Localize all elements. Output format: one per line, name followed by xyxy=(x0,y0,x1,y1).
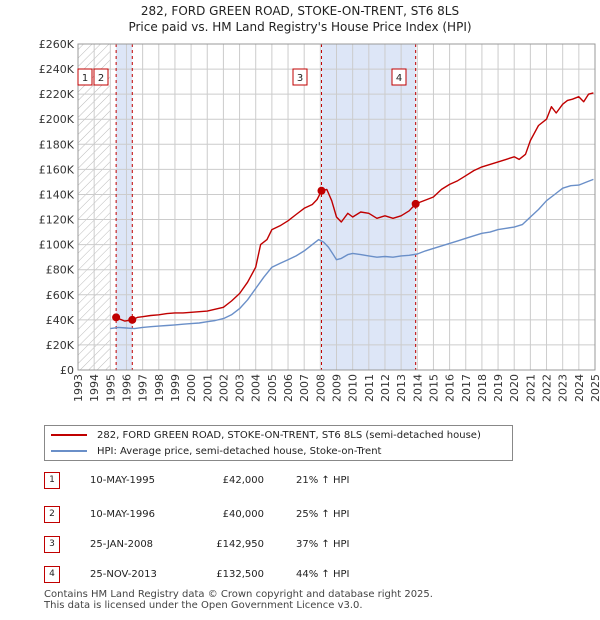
x-tick-label: 2013 xyxy=(395,374,408,402)
y-tick-label: £180K xyxy=(39,138,75,151)
transaction-hpi-diff: 37% ↑ HPI xyxy=(296,539,350,550)
x-tick-label: 2008 xyxy=(314,374,327,402)
transaction-price: £142,950 xyxy=(216,539,264,550)
legend-label-hpi: HPI: Average price, semi-detached house,… xyxy=(97,446,382,457)
y-tick-label: £220K xyxy=(39,88,75,101)
transaction-price: £40,000 xyxy=(222,509,264,520)
y-tick-label: £120K xyxy=(39,214,75,227)
sale-number-box xyxy=(292,68,308,86)
sale-number-label: 3 xyxy=(297,73,303,84)
x-tick-label: 1998 xyxy=(153,374,166,402)
transaction-price: £42,000 xyxy=(222,475,264,486)
y-tick-label: £160K xyxy=(39,163,75,176)
transaction-date: 25-NOV-2013 xyxy=(90,569,157,580)
y-tick-label: £240K xyxy=(39,63,75,76)
transaction-marker: 4 xyxy=(44,566,60,583)
transaction-date: 25-JAN-2008 xyxy=(90,539,154,550)
y-tick-label: £0 xyxy=(60,364,74,377)
legend: 282, FORD GREEN ROAD, STOKE-ON-TRENT, ST… xyxy=(44,425,513,461)
footer-attribution: Contains HM Land Registry data © Crown c… xyxy=(44,589,433,611)
legend-item-property: 282, FORD GREEN ROAD, STOKE-ON-TRENT, ST… xyxy=(51,428,481,444)
transaction-row: 2 10-MAY-1996 £40,000 25% ↑ HPI xyxy=(44,506,444,524)
sale-number-box xyxy=(391,68,407,86)
x-tick-label: 2017 xyxy=(460,374,473,402)
x-tick-label: 2020 xyxy=(508,374,521,402)
transaction-date: 10-MAY-1996 xyxy=(90,509,156,520)
x-tick-label: 2003 xyxy=(234,374,247,402)
transaction-marker: 3 xyxy=(44,536,60,553)
x-tick-label: 2009 xyxy=(331,374,344,402)
transaction-row: 3 25-JAN-2008 £142,950 37% ↑ HPI xyxy=(44,536,444,554)
x-tick-label: 2012 xyxy=(379,374,392,402)
transaction-hpi-diff: 44% ↑ HPI xyxy=(296,569,350,580)
x-tick-label: 2000 xyxy=(185,374,198,402)
sale-number-label: 4 xyxy=(396,73,402,84)
x-tick-label: 2021 xyxy=(524,374,537,402)
x-tick-label: 1995 xyxy=(104,374,117,402)
sale-number-box xyxy=(77,68,93,86)
chart-title-block: 282, FORD GREEN ROAD, STOKE-ON-TRENT, ST… xyxy=(0,3,600,35)
legend-label-property: 282, FORD GREEN ROAD, STOKE-ON-TRENT, ST… xyxy=(97,430,481,441)
x-tick-label: 2010 xyxy=(347,374,360,402)
transaction-price: £132,500 xyxy=(216,569,264,580)
transaction-hpi-diff: 25% ↑ HPI xyxy=(296,509,350,520)
x-tick-label: 1994 xyxy=(88,374,101,402)
property-price-line xyxy=(115,92,594,322)
y-tick-label: £60K xyxy=(46,289,75,302)
sale-number-box xyxy=(93,68,109,86)
x-tick-label: 2024 xyxy=(573,374,586,402)
y-tick-label: £260K xyxy=(39,38,75,51)
x-tick-label: 1993 xyxy=(72,374,85,402)
transaction-marker: 2 xyxy=(44,506,60,523)
x-tick-label: 2019 xyxy=(492,374,505,402)
x-tick-label: 2007 xyxy=(298,374,311,402)
sale-number-label: 2 xyxy=(98,73,104,84)
y-tick-label: £100K xyxy=(39,239,75,252)
x-tick-label: 2001 xyxy=(201,374,214,402)
x-tick-label: 2016 xyxy=(444,374,457,402)
x-tick-label: 2025 xyxy=(589,374,600,402)
chart-subtitle: Price paid vs. HM Land Registry's House … xyxy=(128,20,472,34)
sale-point xyxy=(112,313,121,322)
y-tick-label: £40K xyxy=(46,314,75,327)
footer-line-2: This data is licensed under the Open Gov… xyxy=(44,600,363,611)
sale-point xyxy=(411,199,420,208)
x-tick-label: 1997 xyxy=(137,374,150,402)
x-tick-label: 2014 xyxy=(411,374,424,402)
x-tick-label: 2023 xyxy=(557,374,570,402)
x-tick-label: 2015 xyxy=(427,374,440,402)
x-tick-label: 2011 xyxy=(363,374,376,402)
x-tick-label: 2018 xyxy=(476,374,489,402)
x-tick-label: 2005 xyxy=(266,374,279,402)
x-tick-label: 2006 xyxy=(282,374,295,402)
x-tick-label: 2022 xyxy=(541,374,554,402)
transaction-hpi-diff: 21% ↑ HPI xyxy=(296,475,350,486)
sale-point xyxy=(128,315,137,324)
plot-frame xyxy=(77,43,596,371)
x-tick-label: 1999 xyxy=(169,374,182,402)
sale-point xyxy=(317,186,326,195)
legend-item-hpi: HPI: Average price, semi-detached house,… xyxy=(51,444,381,460)
legend-swatch-property xyxy=(51,434,87,436)
shaded-span xyxy=(116,44,133,370)
x-tick-label: 1996 xyxy=(120,374,133,402)
sale-number-label: 1 xyxy=(82,73,88,84)
transaction-date: 10-MAY-1995 xyxy=(90,475,156,486)
y-tick-label: £80K xyxy=(46,264,75,277)
legend-swatch-hpi xyxy=(51,450,87,452)
chart-title: 282, FORD GREEN ROAD, STOKE-ON-TRENT, ST… xyxy=(140,4,460,18)
transaction-marker: 1 xyxy=(44,472,60,489)
x-tick-label: 2002 xyxy=(217,374,230,402)
footer-line-1: Contains HM Land Registry data © Crown c… xyxy=(44,589,433,600)
transaction-row: 4 25-NOV-2013 £132,500 44% ↑ HPI xyxy=(44,566,444,584)
hpi-line xyxy=(110,178,594,330)
x-tick-label: 2004 xyxy=(250,374,263,402)
y-tick-label: £140K xyxy=(39,188,75,201)
transaction-row: 1 10-MAY-1995 £42,000 21% ↑ HPI xyxy=(44,472,444,490)
y-tick-label: £200K xyxy=(39,113,75,126)
y-tick-label: £20K xyxy=(46,339,75,352)
